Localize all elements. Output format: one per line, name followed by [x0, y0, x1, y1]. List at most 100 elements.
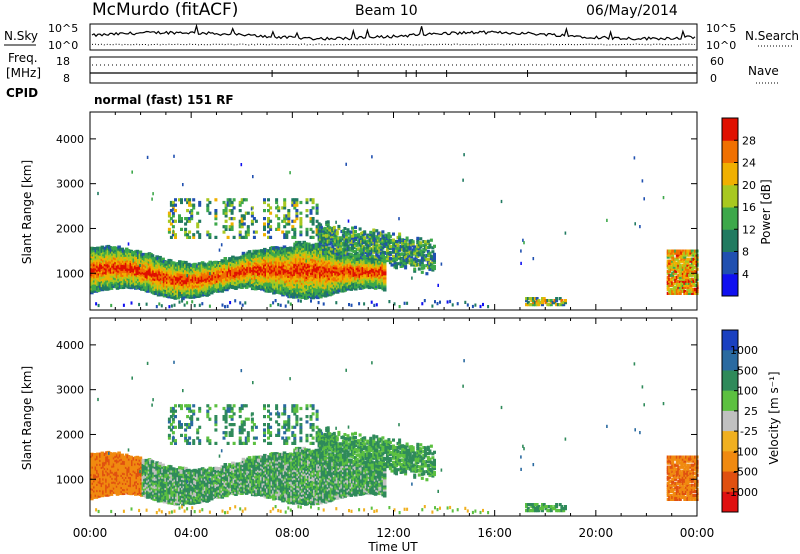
power-cell [530, 303, 534, 307]
power-cell [184, 222, 188, 226]
power-cell [423, 240, 427, 244]
power-cell [525, 303, 528, 307]
power-cell [246, 233, 250, 237]
power-cell [382, 270, 387, 274]
power-cell [399, 260, 403, 264]
power-cell [413, 269, 417, 273]
power-cell [295, 200, 299, 205]
power-cell [417, 247, 421, 251]
power-cell [180, 200, 183, 205]
power-cell [263, 222, 266, 226]
power-cell [535, 303, 539, 307]
power-cell [378, 243, 382, 247]
power-cell [277, 227, 281, 231]
power-cell [285, 214, 289, 218]
power-cell [417, 267, 421, 271]
freq-right-tick-top: 60 [710, 55, 724, 68]
power-cell [542, 299, 546, 303]
power-cell [373, 237, 377, 241]
power-cell [433, 264, 436, 269]
power-cell [390, 263, 394, 267]
power-cell [422, 248, 426, 252]
power-cell [396, 239, 400, 244]
power-cell [388, 259, 392, 263]
power-cell [167, 219, 171, 223]
power-cell [315, 209, 319, 213]
power-cell [167, 211, 171, 215]
power-cell [315, 206, 319, 210]
power-cell [373, 303, 376, 307]
power-cell [198, 303, 201, 307]
power-cell [275, 214, 279, 218]
power-cell [171, 203, 175, 207]
power-cell [309, 217, 313, 221]
power-cell [228, 217, 232, 221]
power-cell [338, 244, 342, 248]
power-cell [222, 230, 226, 234]
power-cell [335, 242, 339, 246]
power-cell [388, 238, 392, 242]
power-cell [282, 245, 287, 249]
power-cell [674, 261, 678, 265]
power-cell [466, 303, 469, 307]
power-cell [388, 257, 392, 261]
power-cell [283, 206, 287, 210]
power-cell [558, 297, 562, 301]
freq-label-1: Freq. [8, 51, 38, 65]
power-cell [338, 256, 342, 260]
power-cell [171, 214, 175, 218]
power-cell [674, 289, 678, 293]
power-cell [672, 259, 676, 263]
power-cell [406, 301, 409, 305]
power-cell [408, 261, 412, 265]
power-cell [429, 238, 433, 242]
station-title: McMurdo (fitACF) [92, 0, 238, 20]
power-cell [232, 235, 236, 239]
power-cell [242, 235, 246, 239]
power-cell [250, 214, 254, 218]
power-cell [167, 230, 171, 234]
power-cell [316, 295, 320, 300]
power-cell [281, 230, 285, 234]
power-cell [396, 235, 400, 240]
power-cell [379, 253, 383, 257]
power-cell [252, 217, 256, 221]
power-cell [309, 211, 313, 215]
power-cell [354, 235, 357, 240]
power-cell [431, 304, 434, 308]
power-cell [328, 250, 332, 254]
power-cell [291, 203, 295, 207]
power-cell [388, 250, 392, 255]
power-cell [363, 230, 367, 234]
power-cell [378, 249, 382, 253]
power-cell [160, 304, 163, 308]
power-cell [411, 240, 415, 244]
power-cell [395, 264, 398, 268]
power-cell [192, 206, 196, 210]
power-cell [228, 227, 232, 231]
power-cell [315, 225, 319, 229]
power-cell [109, 286, 114, 290]
power-cell [401, 252, 405, 256]
power-cell [311, 200, 315, 205]
power-cell [343, 249, 347, 253]
noise-right-tick-top: 10^5 [706, 22, 736, 35]
power-cell [267, 203, 270, 207]
power-cell [225, 288, 229, 292]
power-cell [186, 217, 190, 221]
power-cell [530, 297, 534, 301]
power-cell [186, 219, 190, 223]
power-cell [295, 217, 299, 221]
power-cell [431, 258, 435, 262]
power-cell [283, 217, 287, 221]
power-cell [269, 219, 273, 223]
power-cell [190, 217, 194, 221]
power-cell [422, 256, 426, 260]
power-cell [674, 269, 678, 273]
power-cell [405, 244, 409, 248]
power-cell [196, 211, 200, 215]
power-cell [289, 302, 292, 306]
power-cell [562, 301, 566, 305]
power-cell [198, 200, 202, 205]
power-cell [250, 219, 254, 223]
